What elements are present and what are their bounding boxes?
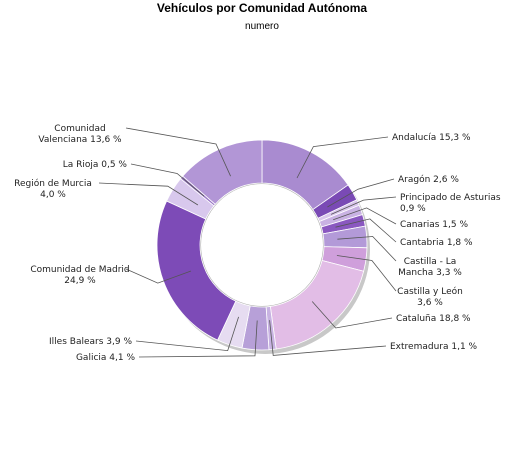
- leader-line: [125, 268, 192, 284]
- leader-line: [269, 320, 387, 356]
- slice-label: Cataluña 18,8 %: [396, 314, 471, 324]
- leader-line: [130, 163, 205, 197]
- slice-label: Comunidad Valenciana 13,6 %: [38, 124, 122, 145]
- slice-comunidad-de-madrid: [156, 200, 237, 341]
- leader-line: [327, 178, 395, 208]
- slice-label: La Rioja 0,5 %: [63, 160, 128, 170]
- leader-lines: [98, 127, 397, 358]
- leader-line: [311, 301, 393, 329]
- leader-line: [138, 320, 258, 358]
- slice-label: Cantabria 1,8 %: [400, 238, 473, 248]
- slice-label: Extremadura 1,1 %: [390, 342, 478, 352]
- chart-subtitle: numero: [245, 21, 279, 32]
- slice-label: Illes Balears 3,9 %: [49, 337, 132, 347]
- slice-label: Canarias 1,5 %: [400, 220, 468, 230]
- slice-labels: Andalucía 15,3 % Aragón 2,6 % Principado d…: [14, 124, 501, 363]
- slice-label: Castilla y León 3,6 %: [397, 286, 463, 308]
- slice-label: Castilla - La Mancha 3,3 %: [398, 257, 462, 278]
- slice-label: Andalucía 15,3 %: [392, 133, 471, 143]
- donut-hole: [201, 184, 323, 306]
- slice-label: Aragón 2,6 %: [398, 174, 459, 185]
- slice-label: Galicia 4,1 %: [76, 353, 135, 363]
- slice-label: Región de Murcia 4,0 %: [14, 178, 92, 200]
- leader-line: [98, 182, 199, 206]
- slice-comunidad-valenciana: [182, 139, 263, 205]
- leader-line: [335, 218, 397, 243]
- slice-label: Comunidad de Madrid 24,9 %: [30, 265, 129, 286]
- leader-line: [333, 207, 397, 225]
- leader-line: [330, 196, 397, 215]
- chart-title: Vehículos por Comunidad Autónoma: [157, 1, 368, 15]
- leader-line: [135, 316, 239, 352]
- leader-line: [337, 236, 397, 262]
- slice-label: Principado de Asturias 0,9 %: [400, 193, 501, 214]
- leader-line: [125, 127, 231, 177]
- leader-line: [296, 136, 389, 179]
- leader-line: [336, 255, 397, 292]
- donut-slices: [156, 139, 368, 351]
